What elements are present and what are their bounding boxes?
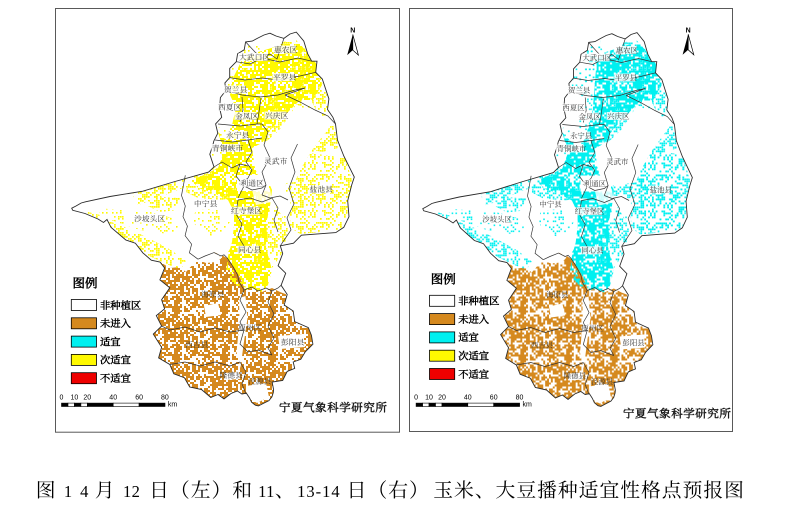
svg-text:西夏区: 西夏区 [562, 102, 585, 113]
svg-text:适宜: 适宜 [100, 333, 121, 348]
svg-text:80: 80 [516, 395, 524, 402]
svg-text:兴庆区: 兴庆区 [265, 110, 289, 121]
svg-text:平罗县: 平罗县 [615, 72, 638, 83]
svg-text:青铜峡市: 青铜峡市 [557, 143, 587, 154]
svg-text:惠农区: 惠农区 [274, 44, 298, 55]
svg-text:20: 20 [83, 395, 91, 402]
svg-text:利通区: 利通区 [584, 178, 607, 189]
svg-text:惠农区: 惠农区 [616, 45, 639, 56]
svg-text:中宁县: 中宁县 [194, 199, 218, 210]
svg-text:不适宜: 不适宜 [458, 366, 490, 381]
svg-text:宁夏气象科学研究所: 宁夏气象科学研究所 [279, 400, 387, 416]
svg-text:彭阳县: 彭阳县 [622, 337, 645, 348]
svg-text:海原县: 海原县 [201, 289, 225, 300]
svg-text:次适宜: 次适宜 [458, 348, 490, 363]
svg-text:同心县: 同心县 [238, 245, 262, 256]
svg-text:平罗县: 平罗县 [273, 72, 297, 83]
svg-text:0: 0 [60, 395, 64, 402]
svg-text:灵武市: 灵武市 [606, 156, 629, 167]
svg-text:次适宜: 次适宜 [100, 352, 132, 367]
svg-text:km: km [168, 402, 178, 409]
svg-text:未进入: 未进入 [458, 311, 490, 326]
svg-text:0: 0 [414, 395, 418, 402]
svg-text:隆德县: 隆德县 [220, 370, 244, 381]
svg-text:利通区: 利通区 [241, 178, 265, 189]
svg-text:原州区: 原州区 [238, 322, 262, 333]
svg-text:贺兰县: 贺兰县 [568, 85, 591, 96]
svg-text:西吉县: 西吉县 [531, 340, 554, 351]
svg-text:40: 40 [109, 395, 117, 402]
svg-text:沙坡头区: 沙坡头区 [134, 213, 165, 224]
svg-text:金凤区: 金凤区 [235, 111, 259, 122]
svg-text:盐池县: 盐池县 [650, 184, 673, 195]
svg-text:金凤区: 金凤区 [579, 111, 602, 122]
svg-text:青铜峡市: 青铜峡市 [212, 143, 243, 154]
svg-text:西吉县: 西吉县 [185, 340, 209, 351]
svg-text:海原县: 海原县 [546, 290, 569, 301]
svg-text:红寺堡区: 红寺堡区 [231, 206, 262, 217]
svg-text:60: 60 [490, 395, 498, 402]
svg-text:永宁县: 永宁县 [226, 130, 250, 141]
svg-text:大武口区: 大武口区 [239, 52, 270, 63]
svg-text:中宁县: 中宁县 [539, 199, 562, 210]
svg-text:非种植区: 非种植区 [458, 293, 500, 308]
svg-text:不适宜: 不适宜 [100, 370, 132, 385]
svg-text:N: N [686, 27, 691, 34]
svg-text:60: 60 [135, 395, 143, 402]
svg-text:宁夏气象科学研究所: 宁夏气象科学研究所 [623, 406, 731, 422]
svg-text:隆德县: 隆德县 [564, 370, 587, 381]
svg-text:沙坡头区: 沙坡头区 [482, 214, 512, 225]
svg-text:贺兰县: 贺兰县 [224, 84, 248, 95]
svg-text:km: km [523, 402, 533, 409]
svg-text:图例: 图例 [431, 269, 457, 287]
svg-text:原州区: 原州区 [581, 323, 604, 334]
svg-text:10: 10 [71, 395, 79, 402]
svg-text:10: 10 [425, 395, 433, 402]
svg-text:永宁县: 永宁县 [570, 130, 593, 141]
svg-text:盐池县: 盐池县 [310, 184, 334, 195]
svg-text:灵武市: 灵武市 [264, 156, 288, 167]
svg-text:大武口区: 大武口区 [582, 52, 612, 63]
svg-text:40: 40 [464, 395, 472, 402]
svg-text:红寺堡区: 红寺堡区 [575, 206, 605, 217]
svg-text:适宜: 适宜 [458, 329, 479, 344]
svg-text:西夏区: 西夏区 [218, 102, 242, 113]
svg-text:图例: 图例 [73, 274, 99, 292]
svg-text:未进入: 未进入 [100, 315, 132, 330]
svg-text:泾源县: 泾源县 [591, 376, 614, 387]
svg-text:非种植区: 非种植区 [100, 297, 142, 312]
svg-text:同心县: 同心县 [581, 245, 604, 256]
svg-text:20: 20 [438, 395, 446, 402]
svg-text:N: N [350, 28, 355, 35]
svg-text:彭阳县: 彭阳县 [281, 337, 305, 348]
svg-text:兴庆区: 兴庆区 [607, 111, 630, 122]
svg-text:80: 80 [161, 395, 169, 402]
svg-text:泾源县: 泾源县 [248, 376, 272, 387]
